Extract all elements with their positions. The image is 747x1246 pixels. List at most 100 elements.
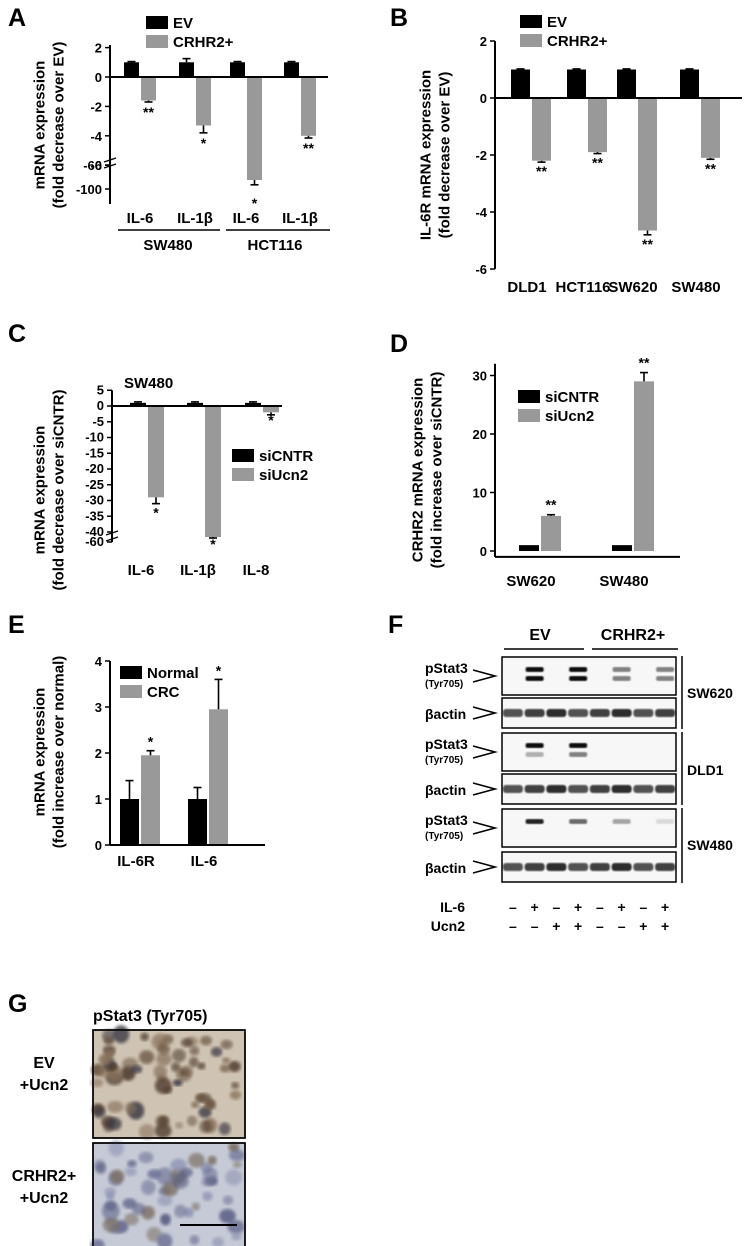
ihc-cell-1-33 <box>201 1177 213 1187</box>
blot-band-label-3: βactin <box>425 782 466 798</box>
treatment-mark-1-7: + <box>661 918 669 934</box>
c-legend-swatch-0 <box>232 449 254 462</box>
ihc-cell-0-60 <box>98 1053 112 1066</box>
ihc-cell-1-54 <box>160 1213 171 1226</box>
ihc-cell-1-29 <box>207 1155 217 1166</box>
ihc-cell-0-34 <box>230 1081 240 1090</box>
ihc-cell-1-12 <box>231 1232 242 1241</box>
d-ytick-label-2: 20 <box>473 427 487 442</box>
c-legend-swatch-1 <box>232 468 254 481</box>
ihc-cell-1-4 <box>90 1239 105 1246</box>
b-bar-0-0 <box>511 69 530 98</box>
d-legend-label-0: siCNTR <box>545 389 599 406</box>
panel-letter-g: G <box>8 990 27 1018</box>
chart-panel-e: 0 1 2 3 4 * * IL-6R IL-6 Normal CRC mRNA expression… <box>32 654 265 870</box>
blot-band-actin-3-0 <box>502 785 523 793</box>
a-axis-break-2 <box>103 163 117 169</box>
ihc-cell-0-26 <box>153 1064 167 1079</box>
a-axis-break-1 <box>103 157 117 163</box>
ihc-cell-1-40 <box>189 1235 200 1245</box>
a-ytick-label-4: -6 <box>90 158 102 173</box>
ihc-cell-1-23 <box>222 1195 234 1205</box>
treatment-mark-1-2: + <box>552 918 560 934</box>
ihc-cell-1-22 <box>211 1236 225 1246</box>
ihc-cell-0-62 <box>108 1062 118 1071</box>
a-bar-1-0 <box>141 77 156 101</box>
blot-band-actin-1-6 <box>633 709 654 717</box>
blot-cell-line-0: SW620 <box>687 685 733 701</box>
a-category-3: IL-1β <box>282 210 318 227</box>
blot-arrow-1 <box>472 706 499 720</box>
ihc-cell-0-44 <box>131 1064 143 1074</box>
e-bar-0-1 <box>188 799 207 845</box>
a-sig-3: ** <box>303 140 314 156</box>
ihc-cell-0-52 <box>157 1044 171 1055</box>
a-bar-1-1 <box>196 77 211 126</box>
blot-band-actin-1-1 <box>524 709 545 717</box>
blot-band-pstat-lower-0-1 <box>525 676 544 681</box>
ihc-cell-1-9 <box>106 1192 115 1201</box>
blot-band-pstat-lower-2-3 <box>569 752 588 757</box>
e-ylabel-0: mRNA expression <box>32 688 49 817</box>
ihc-cell-1-50 <box>132 1202 146 1215</box>
blot-band-label-1: βactin <box>425 706 466 722</box>
ihc-cell-0-25 <box>104 1036 114 1045</box>
blot-band-actin-5-6 <box>633 863 654 871</box>
blot-cell-line-2: SW480 <box>687 837 733 853</box>
ihc-cell-0-69 <box>93 1106 106 1119</box>
c-category-2: IL-8 <box>243 562 270 579</box>
ihc-panel: pStat3 (Tyr705) EV +Ucn2 CRHR2+ +Ucn2 <box>12 1008 246 1246</box>
blot-band-actin-3-5 <box>611 785 632 793</box>
a-legend-label-1: CRHR2+ <box>173 34 234 51</box>
blot-band-pstat-upper-0-3 <box>569 667 588 672</box>
blot-arrow-2 <box>472 745 499 759</box>
blot-band-actin-1-7 <box>655 709 676 717</box>
blot-band-actin-5-7 <box>655 863 676 871</box>
d-bar-0-0 <box>519 545 539 551</box>
c-ytick-label-2: -5 <box>92 414 104 429</box>
ihc-cell-0-17 <box>221 1057 231 1064</box>
blot-band-actin-3-7 <box>655 785 676 793</box>
ihc-row-label-1-0: CRHR2+ <box>12 1168 76 1185</box>
ihc-cell-1-5 <box>124 1213 139 1226</box>
ihc-cell-0-46 <box>229 1090 242 1100</box>
ihc-cell-0-56 <box>112 1025 130 1044</box>
c-legend-label-0: siCNTR <box>259 448 313 465</box>
blot-arrow-3 <box>472 782 499 796</box>
c-axis-break-1 <box>105 530 119 536</box>
e-bar-1-0 <box>141 755 160 845</box>
c-ytick-label-5: -20 <box>85 461 104 476</box>
treatment-mark-1-4: – <box>596 918 604 934</box>
ihc-cell-1-48 <box>232 1161 242 1169</box>
blot-band-actin-1-3 <box>568 709 589 717</box>
treatment-mark-0-4: – <box>596 899 604 915</box>
ihc-title: pStat3 (Tyr705) <box>93 1008 207 1025</box>
ihc-cell-0-33 <box>189 1046 200 1056</box>
ihc-cell-1-45 <box>102 1217 120 1233</box>
d-bar-0-1 <box>612 545 632 551</box>
ihc-cell-0-57 <box>175 1121 184 1129</box>
ihc-cell-0-10 <box>228 1060 241 1073</box>
chart-panel-d: 0 10 20 30 ** ** SW620 SW480 siCNTR siUcn2 CRHR2 m… <box>410 355 680 590</box>
b-legend-swatch-0 <box>520 15 542 28</box>
treatment-mark-0-1: + <box>531 899 539 915</box>
blot-band-actin-5-1 <box>524 863 545 871</box>
a-ytick-label-5: -60 <box>83 158 102 173</box>
blot-group-label-1: CRHR2+ <box>601 627 665 644</box>
b-category-1: HCT116 <box>555 279 610 296</box>
a-ytick-label-6: -100 <box>76 182 102 197</box>
chart-panel-c: 50-5-10-15-20-25-30-35-40-60 * * * IL-6 IL-1β… <box>32 375 314 590</box>
d-category-1: SW480 <box>599 573 648 590</box>
a-group-label-0: SW480 <box>143 237 192 254</box>
e-ytick-label-0: 0 <box>95 838 102 853</box>
e-legend-label-1: CRC <box>147 684 180 701</box>
ihc-cell-0-18 <box>186 1115 198 1127</box>
treatment-label-0: IL-6 <box>440 899 465 915</box>
ihc-cell-1-52 <box>124 1166 137 1177</box>
ihc-cell-0-27 <box>107 1117 122 1131</box>
d-legend-swatch-0 <box>518 390 540 403</box>
blot-band-pstat-lower-2-1 <box>525 752 544 757</box>
blot-band-pstat-upper-2-1 <box>525 743 544 748</box>
ihc-cell-1-44 <box>170 1158 187 1173</box>
c-bar-0-1 <box>187 402 203 406</box>
